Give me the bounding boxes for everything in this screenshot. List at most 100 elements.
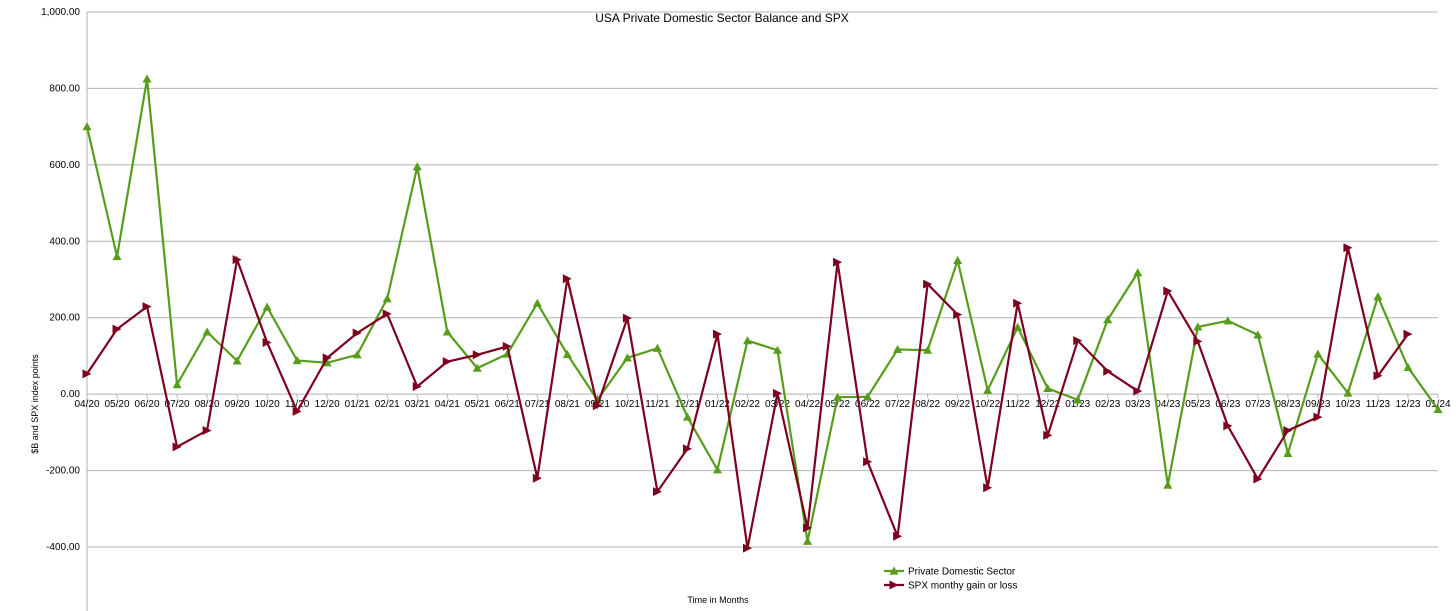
data-point xyxy=(803,523,813,533)
x-tick-label: 01/24 xyxy=(1425,399,1450,410)
x-tick-label: 04/23 xyxy=(1155,399,1180,410)
data-point xyxy=(292,406,302,416)
x-tick-label: 09/20 xyxy=(225,399,250,410)
data-point xyxy=(1133,268,1143,277)
x-tick-label: 08/20 xyxy=(195,399,220,410)
x-tick-label: 11/21 xyxy=(645,399,670,410)
data-point xyxy=(1283,425,1293,435)
legend-item: SPX monthy gain or loss xyxy=(884,580,1018,592)
data-point xyxy=(1043,383,1053,393)
data-point xyxy=(1373,371,1383,381)
x-tick-label: 05/20 xyxy=(105,399,130,410)
data-point xyxy=(1313,349,1323,358)
y-tick-label: 0.00 xyxy=(61,389,81,400)
x-tick-label: 07/22 xyxy=(885,399,910,410)
legend-label: SPX monthy gain or loss xyxy=(908,581,1018,592)
x-tick-label: 02/22 xyxy=(735,399,760,410)
data-point xyxy=(923,345,933,354)
data-point xyxy=(232,255,242,265)
y-tick-label: -400.00 xyxy=(46,542,80,553)
data-point xyxy=(1193,322,1203,331)
data-point xyxy=(622,313,632,323)
data-point xyxy=(1013,298,1023,308)
data-point xyxy=(983,385,993,394)
x-tick-label: 02/23 xyxy=(1095,399,1120,410)
data-point xyxy=(1403,329,1413,339)
data-point xyxy=(1133,386,1143,396)
data-point xyxy=(592,401,602,411)
y-axis-label: $B and SPX index points xyxy=(30,354,40,454)
data-point xyxy=(1403,362,1413,371)
data-point xyxy=(863,457,873,467)
data-point xyxy=(1193,336,1203,346)
data-point xyxy=(1253,330,1263,339)
series-layer xyxy=(82,74,1443,553)
y-tick-labels: -400.00 -200.00 0.00 200.00 400.00 600.00 800.… xyxy=(41,7,80,553)
legend-label: Private Domestic Sector xyxy=(908,567,1016,578)
x-tick-label: 05/22 xyxy=(825,399,850,410)
data-point xyxy=(352,328,362,338)
data-point xyxy=(532,298,542,307)
x-tick-label: 12/23 xyxy=(1395,399,1420,410)
x-tick-label: 07/23 xyxy=(1245,399,1270,410)
data-point xyxy=(262,338,272,348)
data-point xyxy=(773,388,783,398)
data-point xyxy=(923,279,933,289)
x-tick-label: 01/22 xyxy=(705,399,730,410)
data-point xyxy=(1343,243,1353,253)
x-tick-label: 06/21 xyxy=(495,399,520,410)
data-point xyxy=(1043,430,1053,440)
y-tick-label: 200.00 xyxy=(49,313,80,324)
data-point xyxy=(953,255,963,264)
x-tick-label: 04/20 xyxy=(74,399,99,410)
y-tick-label: 800.00 xyxy=(49,83,80,94)
series-line xyxy=(85,78,1439,542)
x-tick-label: 03/21 xyxy=(405,399,430,410)
data-point xyxy=(172,380,182,389)
data-point xyxy=(262,302,272,311)
data-point xyxy=(382,294,392,303)
data-point xyxy=(1433,404,1443,414)
x-tick-label: 11/23 xyxy=(1366,399,1391,410)
data-point xyxy=(1373,292,1383,301)
legend-marker xyxy=(889,580,899,590)
x-tick-label: 10/23 xyxy=(1335,399,1360,410)
data-point xyxy=(682,412,692,421)
x-tick-label: 10/21 xyxy=(615,399,640,410)
data-point xyxy=(172,442,182,452)
data-point xyxy=(562,274,572,284)
data-point xyxy=(833,257,843,267)
data-point xyxy=(502,341,512,351)
data-point xyxy=(352,350,362,359)
data-point xyxy=(742,543,752,553)
x-tick-label: 08/23 xyxy=(1275,399,1300,410)
x-tick-label: 07/20 xyxy=(165,399,190,410)
x-tick-label: 05/21 xyxy=(465,399,490,410)
x-tick-label: 11/20 xyxy=(285,399,310,410)
data-point xyxy=(953,310,963,320)
x-tick-label: 06/22 xyxy=(855,399,880,410)
data-point xyxy=(1253,474,1263,484)
data-point xyxy=(1283,448,1293,457)
data-point xyxy=(833,392,843,401)
data-point xyxy=(983,483,993,493)
x-tick-label: 12/21 xyxy=(675,399,700,410)
data-point xyxy=(412,382,422,391)
data-point xyxy=(472,363,482,372)
x-tick-label: 06/23 xyxy=(1215,399,1240,410)
data-point xyxy=(82,122,92,131)
data-point xyxy=(142,74,152,83)
x-tick-label: 01/23 xyxy=(1065,399,1090,410)
x-tick-label: 02/21 xyxy=(375,399,400,410)
x-tick-labels: 04/20 05/20 06/20 07/20 08/20 09/20 10/20 11/20… xyxy=(74,399,1450,410)
data-point xyxy=(622,353,632,362)
data-point xyxy=(322,353,332,363)
data-point xyxy=(893,344,903,354)
y-tick-label: 400.00 xyxy=(49,236,80,247)
data-point xyxy=(682,444,692,454)
x-tick-label: 10/20 xyxy=(255,399,280,410)
data-point xyxy=(803,536,813,545)
y-tick-label: 1,000.00 xyxy=(41,7,80,18)
legend-item: Private Domestic Sector xyxy=(884,566,1016,578)
